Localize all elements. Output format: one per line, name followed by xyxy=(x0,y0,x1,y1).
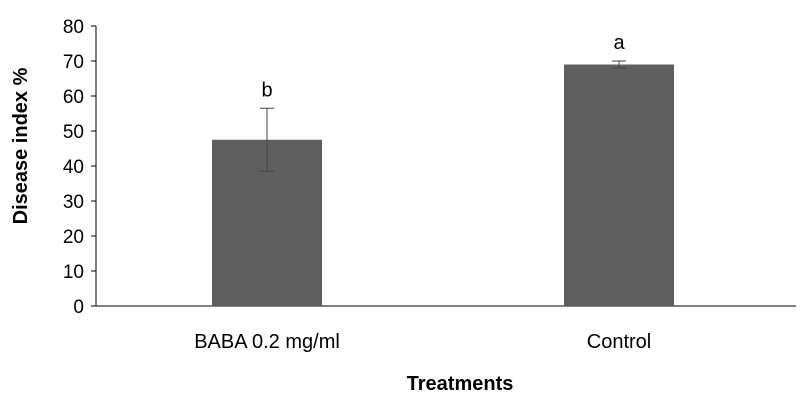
y-tick-label: 60 xyxy=(63,87,84,108)
y-tick-label: 50 xyxy=(63,122,84,143)
y-tick-label: 30 xyxy=(63,192,84,213)
bars xyxy=(212,64,674,306)
y-tick-label: 10 xyxy=(63,262,84,283)
y-axis-title: Disease index % xyxy=(10,67,32,224)
y-tick-label: 20 xyxy=(63,227,84,248)
significance-letter: a xyxy=(613,32,625,54)
category-labels: BABA 0.2 mg/ml Control xyxy=(194,331,651,353)
x-axis-title: Treatments xyxy=(407,373,514,394)
y-tick-label: 80 xyxy=(63,17,84,38)
bar xyxy=(564,64,674,306)
significance-labels: ba xyxy=(261,32,625,101)
x-category-label: BABA 0.2 mg/ml xyxy=(194,331,340,353)
y-tick-label: 40 xyxy=(63,157,84,178)
y-axis-ticks: 0 10 20 30 40 50 60 70 80 xyxy=(63,17,96,318)
y-tick-label: 70 xyxy=(63,52,84,73)
x-category-label: Control xyxy=(587,331,651,353)
y-tick-label: 0 xyxy=(73,297,84,318)
error-bars xyxy=(260,60,626,172)
significance-letter: b xyxy=(261,79,272,101)
